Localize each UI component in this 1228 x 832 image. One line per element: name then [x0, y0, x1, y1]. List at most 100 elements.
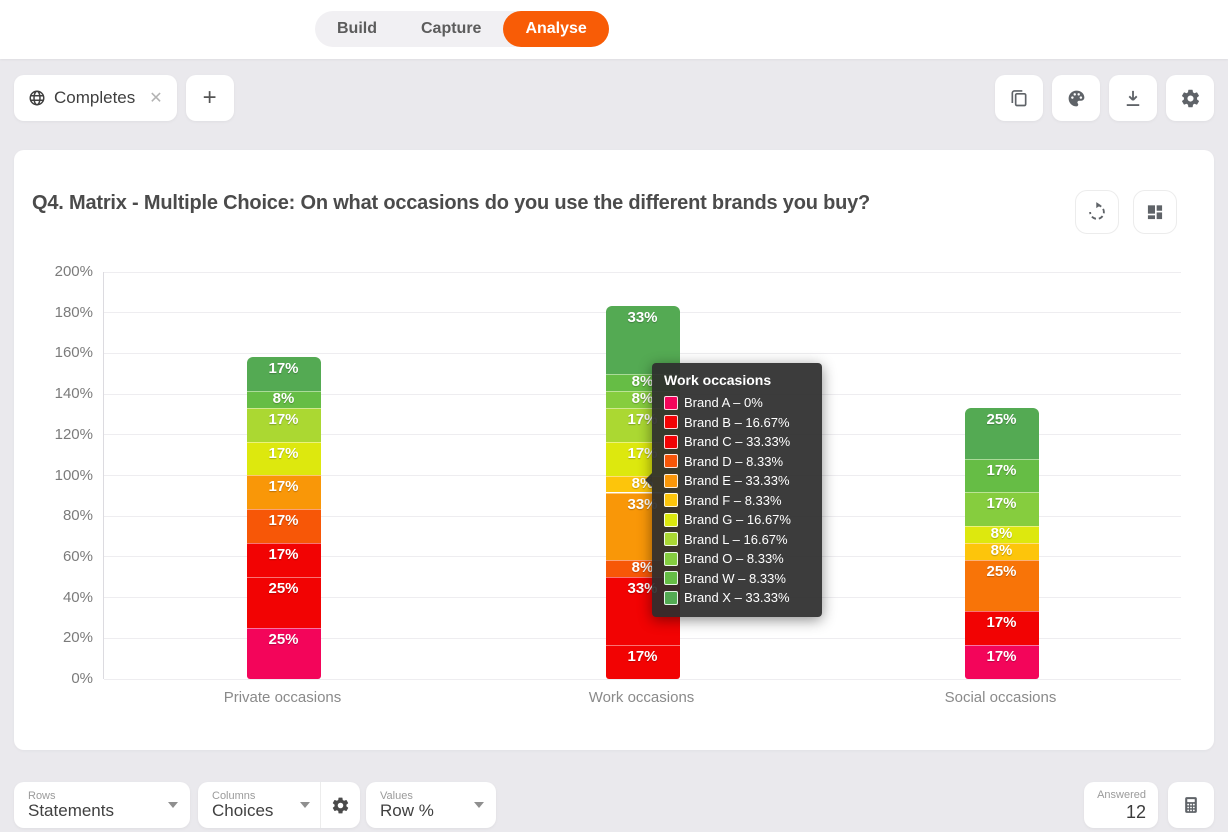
- gear-icon: [332, 797, 348, 813]
- color-theme-button[interactable]: [1052, 75, 1100, 121]
- x-category-label: Social occasions: [944, 689, 1057, 706]
- rows-dropdown[interactable]: Rows Statements: [14, 782, 190, 828]
- segment-value-label: 17%: [986, 648, 1017, 666]
- tooltip-brand-row: Brand X – 33.33%: [664, 588, 810, 608]
- y-tick-label: 40%: [62, 588, 93, 606]
- brand-color-swatch: [664, 571, 678, 586]
- bar-segment[interactable]: 25%: [246, 577, 321, 629]
- layout-icon: [1147, 205, 1163, 220]
- download-button[interactable]: [1109, 75, 1157, 121]
- palette-icon: [1068, 90, 1084, 106]
- bar-segment[interactable]: 8%: [246, 390, 321, 408]
- tab-build[interactable]: Build: [315, 11, 399, 47]
- tooltip-brand-text: Brand X – 33.33%: [684, 590, 790, 606]
- bar-segment[interactable]: 17%: [246, 543, 321, 578]
- segment-value-label: 25%: [986, 410, 1017, 428]
- refresh-icon: [1089, 202, 1105, 220]
- tab-analyse[interactable]: Analyse: [503, 11, 609, 47]
- brand-color-swatch: [664, 454, 678, 469]
- settings-button[interactable]: [1166, 75, 1214, 121]
- values-dropdown-text: Values Row %: [380, 790, 434, 821]
- bar-segment[interactable]: 25%: [964, 407, 1039, 459]
- answered-counter: Answered 12: [1084, 782, 1158, 828]
- segment-value-label: 17%: [268, 359, 299, 377]
- tooltip-brand-row: Brand A – 0%: [664, 393, 810, 413]
- bar-segment[interactable]: 17%: [605, 645, 680, 679]
- columns-value: Choices: [212, 800, 274, 820]
- refresh-chart-button[interactable]: [1075, 190, 1119, 234]
- values-dropdown[interactable]: Values Row %: [366, 782, 496, 828]
- bar-segment[interactable]: 17%: [246, 356, 321, 391]
- y-tick-label: 140%: [54, 385, 93, 403]
- tooltip-brand-text: Brand W – 8.33%: [684, 570, 786, 586]
- question-card: Q4. Matrix - Multiple Choice: On what oc…: [14, 150, 1214, 750]
- segment-value-label: 25%: [268, 631, 299, 649]
- brand-color-swatch: [664, 434, 678, 449]
- y-tick-label: 80%: [62, 507, 93, 525]
- bar-segment[interactable]: 25%: [246, 628, 321, 679]
- chart-layout-button[interactable]: [1133, 190, 1177, 234]
- answered-value: 12: [1125, 801, 1146, 822]
- tooltip-brand-row: Brand W – 8.33%: [664, 569, 810, 589]
- tooltip-brand-text: Brand L – 16.67%: [684, 531, 788, 547]
- answered-label: Answered: [1097, 788, 1146, 801]
- bar-segment[interactable]: 25%: [964, 560, 1039, 612]
- gridline: [104, 271, 1181, 273]
- tooltip-brand-row: Brand E – 33.33%: [664, 471, 810, 491]
- brand-color-swatch: [664, 415, 678, 430]
- calculator-icon: [1185, 797, 1197, 813]
- y-tick-label: 200%: [54, 263, 93, 280]
- tooltip-brand-row: Brand G – 16.67%: [664, 510, 810, 530]
- y-tick-label: 0%: [71, 670, 93, 687]
- y-tick-label: 60%: [62, 547, 93, 565]
- tooltip-arrow: [645, 473, 652, 487]
- segment-value-label: 17%: [268, 546, 299, 564]
- bar-segment[interactable]: 17%: [964, 492, 1039, 527]
- brand-color-swatch: [664, 473, 678, 488]
- tooltip-brand-row: Brand F – 8.33%: [664, 491, 810, 511]
- tooltip-brand-row: Brand C – 33.33%: [664, 432, 810, 452]
- tooltip-brand-text: Brand B – 16.67%: [684, 414, 790, 430]
- x-axis: Private occasions Work occasions Social oc…: [103, 689, 1180, 711]
- close-icon[interactable]: ✕: [149, 90, 163, 107]
- segment-value-label: 17%: [627, 648, 658, 666]
- tooltip-brand-text: Brand A – 0%: [684, 395, 763, 411]
- tooltip-rows: Brand A – 0% Brand B – 16.67% Brand C – 33…: [664, 393, 810, 608]
- brand-color-swatch: [664, 551, 678, 566]
- rows-value: Statements: [28, 800, 114, 820]
- question-title: Q4. Matrix - Multiple Choice: On what oc…: [32, 192, 871, 214]
- bar-segment[interactable]: 17%: [964, 458, 1039, 493]
- columns-dropdown[interactable]: Columns Choices: [198, 790, 320, 821]
- bar-segment[interactable]: 17%: [246, 509, 321, 544]
- columns-settings-button[interactable]: [321, 782, 360, 828]
- tooltip-brand-text: Brand O – 8.33%: [684, 551, 784, 567]
- segment-value-label: 8%: [990, 525, 1013, 543]
- download-icon: [1126, 90, 1140, 106]
- segment-value-label: 25%: [986, 563, 1017, 581]
- y-tick-label: 180%: [54, 303, 93, 321]
- segment-value-label: 17%: [986, 495, 1017, 513]
- y-tick-label: 20%: [62, 629, 93, 647]
- copy-button[interactable]: [995, 75, 1043, 121]
- y-tick-label: 120%: [54, 425, 93, 443]
- filter-bar: Completes ✕ +: [14, 75, 1214, 121]
- bar-segment[interactable]: 17%: [964, 611, 1039, 646]
- segment-value-label: 17%: [268, 512, 299, 530]
- add-filter-button[interactable]: +: [185, 75, 234, 121]
- bar-segment[interactable]: 17%: [246, 475, 321, 510]
- columns-dropdown-text: Columns Choices: [212, 790, 273, 821]
- tab-capture[interactable]: Capture: [399, 11, 503, 47]
- y-axis: 0% 20% 40% 60% 80% 100% 120% 140% 160% 180% 200%: [14, 263, 93, 687]
- calculator-button[interactable]: [1168, 782, 1214, 828]
- copy-icon: [1011, 90, 1027, 107]
- bar-segment[interactable]: 17%: [964, 645, 1039, 679]
- gridline: [104, 678, 1181, 680]
- filter-tab-completes[interactable]: Completes ✕: [14, 75, 177, 121]
- tooltip-brand-row: Brand O – 8.33%: [664, 549, 810, 569]
- bar-segment[interactable]: 8%: [964, 525, 1039, 544]
- bar-segment[interactable]: 17%: [246, 407, 321, 442]
- mode-switcher: Build Capture Analyse: [315, 11, 609, 47]
- bar-segment[interactable]: 8%: [964, 542, 1039, 561]
- bar-segment[interactable]: 17%: [246, 441, 321, 476]
